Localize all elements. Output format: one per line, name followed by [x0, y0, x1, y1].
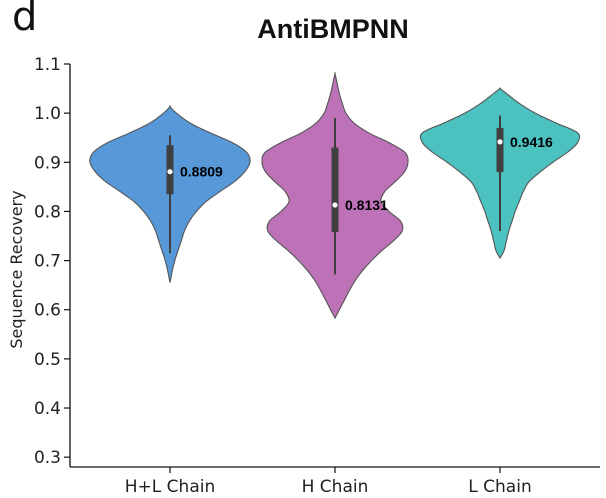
y-tick-label: 0.4 — [34, 399, 61, 419]
axes: 0.3 0.4 0.5 0.6 0.7 0.8 0.9 1.0 1.1 H+L Chain H Ch… — [7, 55, 600, 497]
plot-area: 0.8809 0.8131 0.9416 — [89, 72, 581, 320]
median-label-3: 0.9416 — [510, 134, 553, 150]
iqr-box-3 — [496, 127, 504, 173]
x-tick-label: H+L Chain — [125, 477, 215, 497]
panel-letter: d — [12, 0, 38, 40]
y-tick-label: 0.3 — [34, 448, 61, 468]
median-marker-1 — [167, 169, 173, 175]
median-marker-2 — [332, 202, 338, 208]
iqr-box-2 — [331, 147, 339, 233]
y-tick-label: 0.8 — [34, 202, 61, 222]
y-tick-label: 1.1 — [34, 55, 61, 75]
y-tick-label: 1.0 — [34, 104, 61, 124]
x-tick-label: L Chain — [468, 477, 531, 497]
y-tick-label: 0.5 — [34, 350, 61, 370]
y-tick-label: 0.9 — [34, 153, 61, 173]
median-marker-3 — [497, 139, 503, 145]
median-label-1: 0.8809 — [180, 164, 223, 180]
x-tick-label: H Chain — [302, 477, 369, 497]
y-axis-label: Sequence Recovery — [7, 190, 26, 348]
y-tick-label: 0.7 — [34, 252, 61, 272]
y-tick-label: 0.6 — [34, 301, 61, 321]
median-label-2: 0.8131 — [345, 197, 388, 213]
chart-title: AntiBMPNN — [257, 14, 409, 44]
